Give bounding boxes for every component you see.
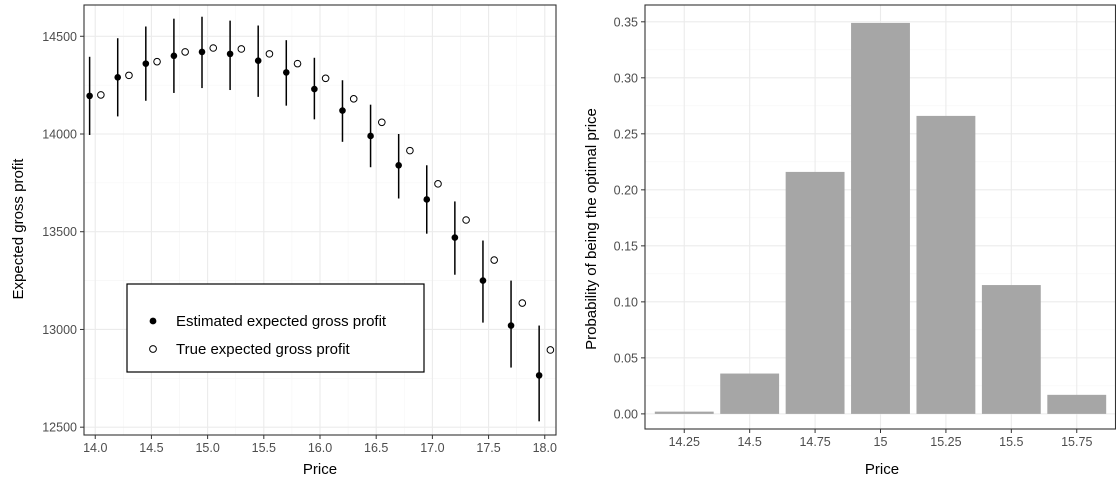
profit-y-tick-label: 14500 [42, 30, 77, 44]
true-profit-point [406, 146, 414, 155]
true-profit-point [293, 59, 302, 68]
estimated-profit-point [395, 161, 402, 169]
true-profit-point [237, 45, 246, 53]
probability-x-tick-label: 15.75 [1061, 435, 1092, 449]
true-profit-point [378, 118, 386, 127]
probability-chart-ticks: 14.25 14.5 14.75 15 15.25 15.5 15.75 0.00 0.05 0.… [614, 15, 1093, 449]
true-profit-point [490, 256, 498, 264]
estimated-profit-point [142, 60, 150, 67]
profit-y-tick-label: 14000 [42, 128, 77, 142]
probability-bar [720, 373, 780, 414]
profit-x-tick-label: 16.5 [364, 441, 388, 455]
probability-y-tick-label: 0.20 [614, 183, 638, 197]
profit-x-tick-label: 17.5 [476, 441, 500, 455]
profit-x-tick-label: 18.0 [533, 441, 557, 455]
legend: Estimated expected gross profit True exp… [126, 283, 425, 373]
probability-bar [851, 22, 910, 414]
estimated-profit-point [451, 234, 459, 241]
probability-bar [654, 411, 714, 414]
profit-y-tick-label: 13000 [42, 323, 77, 337]
true-profit-point [546, 346, 555, 354]
probability-x-tick-label: 15.5 [999, 435, 1023, 449]
profit-x-tick-label: 14.0 [83, 441, 107, 455]
estimated-profit-point [423, 196, 431, 203]
probability-x-tick-label: 15.25 [930, 435, 961, 449]
estimated-profit-point [226, 50, 234, 58]
legend-key-estimated [149, 317, 157, 325]
probability-chart-bars [654, 22, 1107, 414]
estimated-profit-point [170, 52, 178, 60]
true-profit-point [97, 91, 105, 99]
true-profit-point [265, 50, 274, 58]
estimated-profit-point [479, 277, 487, 284]
estimated-profit-point [367, 132, 374, 140]
probability-chart-panel: 14.25 14.5 14.75 15 15.25 15.5 15.75 0.00 0.05 0.… [583, 4, 1116, 478]
estimated-profit-point [282, 69, 290, 76]
legend-label-estimated: Estimated expected gross profit [176, 313, 387, 330]
probability-y-tick-label: 0.05 [614, 351, 638, 365]
probability-y-tick-label: 0.30 [614, 71, 638, 85]
true-profit-point [209, 44, 218, 52]
estimated-profit-point [198, 48, 206, 56]
profit-chart-marks [86, 16, 555, 422]
estimated-profit-point [535, 372, 543, 379]
true-profit-point [125, 71, 133, 80]
probability-y-tick-label: 0.15 [614, 239, 638, 253]
probability-x-tick-label: 15 [874, 435, 888, 449]
profit-chart-panel: 14.0 14.5 15.0 15.5 16.0 16.5 17.0 17.5 18.0 1250… [10, 4, 557, 478]
legend-box [126, 283, 425, 373]
true-profit-point [321, 74, 330, 83]
estimated-profit-point [86, 92, 93, 100]
true-profit-point [181, 48, 189, 56]
probability-x-tick-label: 14.75 [799, 435, 830, 449]
profit-x-axis-title: Price [303, 461, 337, 478]
profit-x-tick-label: 16.0 [308, 441, 332, 455]
probability-x-tick-label: 14.25 [669, 435, 700, 449]
profit-x-tick-label: 14.5 [139, 441, 163, 455]
estimated-profit-point [311, 85, 318, 93]
profit-y-tick-label: 12500 [42, 421, 77, 435]
profit-x-tick-label: 17.0 [420, 441, 444, 455]
estimated-profit-point [339, 107, 346, 114]
probability-x-axis-title: Price [865, 461, 899, 478]
profit-x-tick-label: 15.0 [195, 441, 219, 455]
estimated-profit-point [114, 74, 122, 81]
probability-y-tick-label: 0.25 [614, 127, 638, 141]
probability-y-tick-label: 0.10 [614, 295, 638, 309]
profit-y-axis-title: Expected gross profit [10, 158, 27, 300]
probability-y-tick-label: 0.00 [614, 407, 638, 421]
probability-bar [785, 171, 845, 414]
probability-bar [1047, 394, 1107, 414]
probability-y-axis-title: Probability of being the optimal price [583, 108, 600, 350]
probability-y-tick-label: 0.35 [614, 15, 638, 29]
true-profit-point [462, 216, 470, 224]
legend-key-true [149, 345, 157, 353]
probability-bar [981, 285, 1041, 414]
true-profit-point [349, 95, 358, 103]
profit-x-tick-label: 15.5 [252, 441, 276, 455]
profit-chart-ticks: 14.0 14.5 15.0 15.5 16.0 16.5 17.0 17.5 18.0 1250… [42, 30, 557, 455]
true-profit-point [153, 57, 161, 66]
profit-y-tick-label: 13500 [42, 225, 77, 239]
true-profit-point [518, 299, 527, 307]
true-profit-point [434, 180, 442, 188]
legend-label-true: True expected gross profit [176, 341, 351, 358]
estimated-profit-point [254, 57, 262, 65]
probability-bar [916, 115, 976, 414]
probability-x-tick-label: 14.5 [737, 435, 761, 449]
estimated-profit-point [507, 322, 515, 329]
